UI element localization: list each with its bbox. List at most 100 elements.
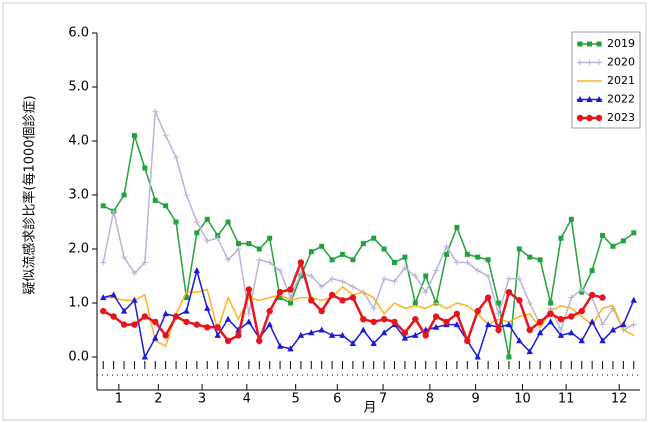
legend-marker: [577, 59, 583, 66]
marker: [329, 275, 336, 282]
marker: [224, 337, 232, 344]
marker: [495, 326, 502, 334]
legend-marker: [576, 114, 584, 122]
marker: [402, 254, 408, 260]
marker: [432, 323, 440, 330]
marker: [266, 307, 273, 315]
marker: [506, 354, 512, 360]
marker: [432, 313, 440, 320]
marker: [496, 300, 502, 306]
marker: [235, 246, 242, 252]
marker: [349, 283, 356, 290]
x-tick-label: 5: [292, 392, 300, 407]
y-tick-label: 3.0: [68, 188, 89, 203]
legend-marker: [586, 114, 593, 122]
marker: [631, 230, 637, 236]
marker: [630, 296, 637, 303]
marker: [224, 315, 232, 322]
marker: [183, 307, 190, 314]
x-tick-label: 11: [558, 392, 575, 407]
marker: [120, 321, 128, 328]
marker: [589, 268, 595, 274]
y-tick-label: 5.0: [68, 80, 89, 95]
marker: [484, 294, 492, 301]
y-tick-label: 1.0: [68, 296, 89, 311]
marker: [526, 348, 533, 355]
marker: [329, 257, 335, 263]
legend-marker: [596, 41, 602, 47]
legend-box: [571, 31, 641, 129]
marker: [454, 224, 460, 230]
marker: [256, 337, 263, 344]
marker: [152, 334, 159, 341]
marker: [600, 233, 606, 238]
marker: [485, 273, 492, 279]
marker: [245, 318, 253, 325]
legend-marker: [587, 41, 592, 47]
marker: [173, 219, 179, 225]
legend-marker: [586, 59, 593, 66]
marker: [568, 216, 574, 222]
marker: [526, 300, 533, 306]
marker: [453, 310, 461, 317]
marker: [423, 273, 429, 279]
marker: [100, 307, 107, 315]
marker: [172, 313, 180, 320]
marker: [339, 331, 346, 338]
series-line: [102, 135, 635, 358]
marker: [484, 321, 492, 328]
marker: [183, 318, 190, 326]
x-tick-label: 8: [426, 392, 434, 407]
marker: [245, 286, 253, 293]
marker: [557, 331, 565, 338]
marker: [152, 197, 158, 203]
marker: [536, 318, 544, 326]
marker: [505, 275, 512, 282]
marker: [214, 331, 221, 338]
legend-marker: [596, 59, 602, 66]
marker: [214, 235, 221, 242]
legend-marker: [595, 114, 603, 122]
marker: [308, 297, 315, 304]
marker: [568, 329, 575, 336]
y-tick-label: 4.0: [68, 134, 89, 149]
marker: [464, 259, 471, 266]
marker: [381, 275, 388, 282]
marker: [246, 241, 252, 247]
marker: [267, 235, 273, 241]
marker: [183, 192, 190, 198]
marker: [422, 289, 429, 296]
marker: [339, 297, 346, 304]
marker: [100, 203, 106, 209]
marker: [558, 235, 564, 241]
y-tick-label: 2.0: [68, 242, 89, 257]
marker: [245, 310, 252, 317]
marker: [350, 257, 356, 263]
marker: [163, 203, 169, 209]
marker: [120, 307, 128, 314]
marker: [443, 318, 450, 326]
marker: [526, 326, 533, 334]
marker: [412, 316, 419, 323]
marker: [391, 278, 398, 285]
marker: [516, 246, 522, 252]
marker: [204, 216, 210, 222]
marker: [453, 259, 460, 266]
marker: [194, 230, 200, 236]
marker: [443, 243, 450, 250]
marker: [380, 316, 388, 323]
marker: [370, 340, 377, 346]
marker: [380, 329, 388, 336]
x-tick-label: 6: [333, 392, 341, 407]
marker: [318, 326, 325, 333]
marker: [110, 291, 117, 298]
marker: [568, 313, 575, 320]
marker: [557, 316, 565, 323]
marker: [527, 254, 533, 260]
marker: [505, 289, 513, 296]
marker: [536, 329, 544, 336]
marker: [318, 283, 325, 290]
marker: [297, 259, 305, 266]
marker: [152, 108, 159, 115]
